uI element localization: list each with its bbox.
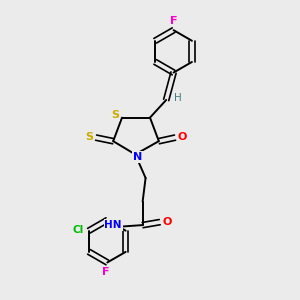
Text: S: S (85, 132, 93, 142)
Text: Cl: Cl (72, 225, 83, 235)
Text: H: H (173, 93, 181, 103)
Text: F: F (102, 267, 110, 277)
Text: HN: HN (104, 220, 122, 230)
Text: F: F (170, 16, 177, 26)
Text: O: O (178, 132, 187, 142)
Text: O: O (162, 217, 172, 227)
Text: N: N (133, 152, 142, 162)
Text: S: S (112, 110, 119, 120)
